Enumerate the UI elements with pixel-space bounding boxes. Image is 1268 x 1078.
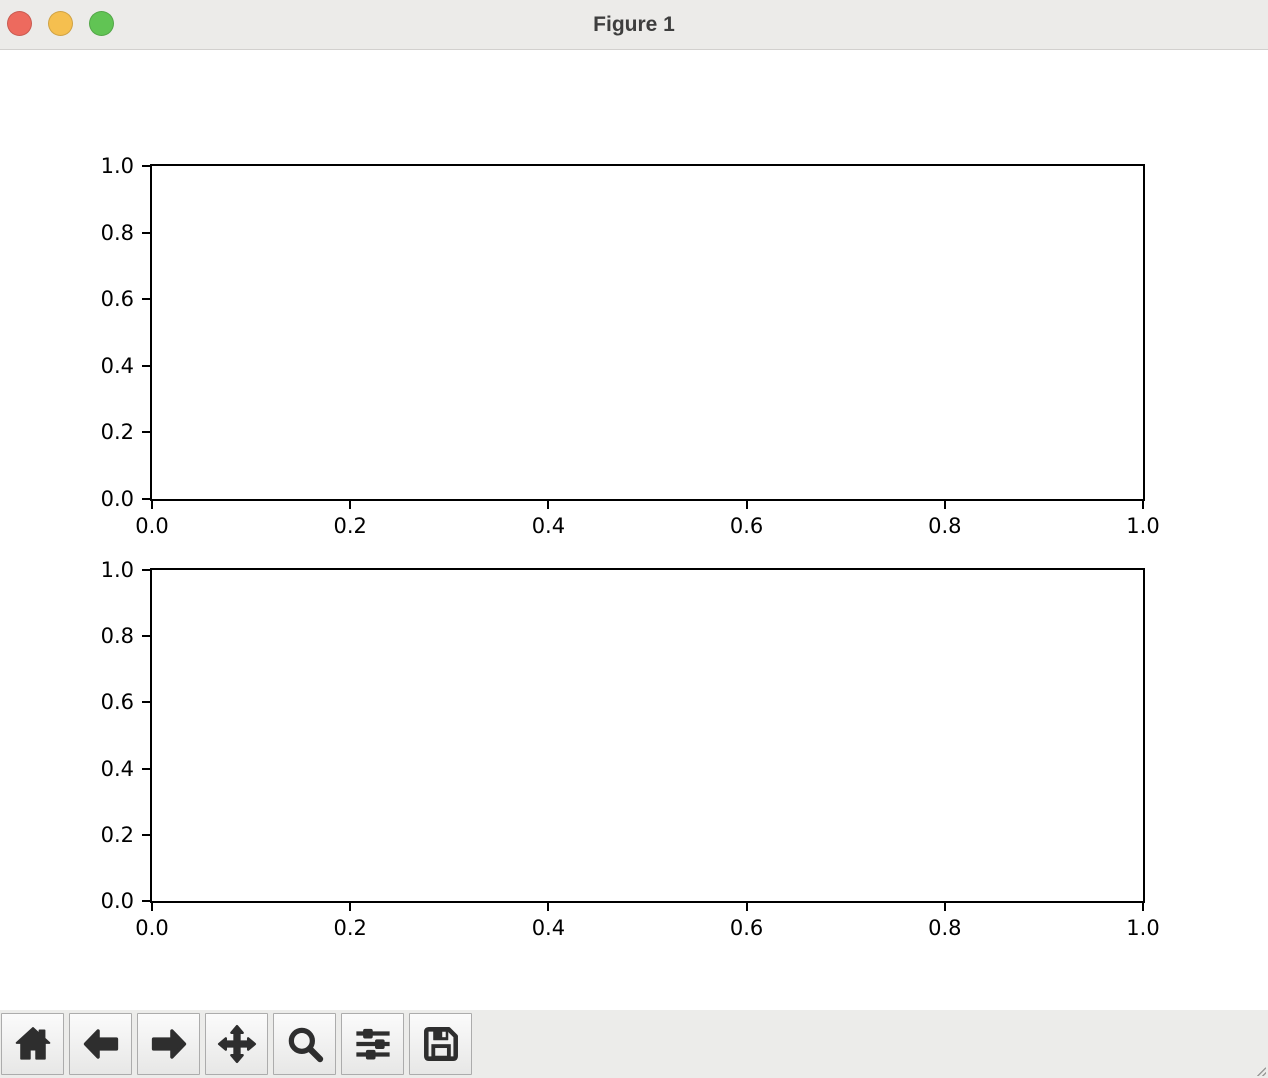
y-tick-mark [142, 498, 152, 500]
y-tick-mark [142, 635, 152, 638]
arrow-right-icon [151, 1029, 186, 1059]
y-tick-mark [142, 701, 152, 704]
arrow-left-icon [83, 1029, 118, 1059]
x-tick-mark [547, 499, 550, 509]
y-tick-label: 0.4 [100, 756, 134, 781]
x-tick-label: 0.6 [729, 514, 764, 538]
x-tick-mark [745, 901, 748, 911]
x-tick-label: 0.8 [928, 916, 962, 940]
figure-canvas: 0.0 0.2 0.4 0.6 0.8 1.0 0.0 0.2 0.4 0.6 0.8 1.0 0.0… [0, 50, 1268, 1010]
x-tick-label: 0.2 [333, 916, 367, 940]
y-tick-mark [142, 431, 152, 434]
forward-button[interactable] [137, 1013, 200, 1075]
y-tick-mark [142, 231, 152, 234]
x-tick-mark [151, 499, 153, 509]
subplot-2-plot-area[interactable]: 0.0 0.2 0.4 0.6 0.8 1.0 0.0 0.2 0.4 0.6 0.8 1.0 [101, 558, 1160, 940]
traffic-lights [7, 11, 114, 36]
y-tick-mark [142, 569, 152, 571]
resize-grip[interactable] [1256, 1066, 1266, 1076]
y-tick-label: 1.0 [100, 558, 134, 582]
y-tick-mark [142, 833, 152, 836]
x-tick-mark [745, 499, 748, 509]
title-bar[interactable]: Figure 1 [0, 0, 1268, 50]
x-tick-mark [1142, 499, 1144, 509]
x-tick-label: 0.4 [531, 916, 566, 940]
back-button[interactable] [69, 1013, 132, 1075]
pan-button[interactable] [205, 1013, 268, 1075]
y-tick-label: 1.0 [100, 154, 134, 178]
x-tick-label: 0.8 [928, 514, 962, 538]
save-icon [423, 1027, 458, 1061]
subplot-1-plot-area[interactable]: 0.0 0.2 0.4 0.6 0.8 1.0 0.0 0.2 0.4 0.6 0.8 1.0 [101, 154, 1160, 538]
x-tick-label: 0.0 [135, 916, 169, 940]
x-tick-label: 0.6 [729, 916, 764, 940]
move-icon [217, 1024, 256, 1064]
minimize-button[interactable] [48, 11, 73, 36]
x-tick-label: 0.0 [135, 514, 169, 538]
y-tick-mark [142, 767, 152, 770]
x-tick-mark [943, 499, 946, 509]
x-tick-mark [349, 499, 352, 509]
zoom-window-button[interactable] [89, 11, 114, 36]
x-tick-label: 1.0 [1126, 514, 1160, 538]
zoom-button[interactable] [273, 1013, 336, 1075]
x-tick-label: 0.2 [333, 514, 367, 538]
sliders-icon [355, 1028, 390, 1060]
y-tick-label: 0.2 [100, 420, 134, 445]
home-button[interactable] [1, 1013, 64, 1075]
x-tick-mark [943, 901, 946, 911]
x-tick-mark [1142, 901, 1144, 911]
x-tick-label: 0.4 [531, 514, 566, 538]
y-tick-mark [142, 900, 152, 902]
y-tick-label: 0.0 [100, 889, 134, 913]
close-button[interactable] [7, 11, 32, 36]
y-tick-label: 0.6 [100, 287, 134, 312]
y-tick-label: 0.8 [100, 220, 134, 245]
y-tick-label: 0.6 [100, 690, 134, 715]
x-tick-label: 1.0 [1126, 916, 1160, 940]
x-tick-mark [547, 901, 550, 911]
x-tick-mark [349, 901, 352, 911]
y-tick-mark [142, 298, 152, 301]
magnifier-icon [288, 1027, 323, 1063]
navigation-toolbar [0, 1010, 1268, 1078]
configure-subplots-button[interactable] [341, 1013, 404, 1075]
y-tick-label: 0.8 [100, 624, 134, 649]
x-tick-mark [151, 901, 153, 911]
y-tick-mark [142, 165, 152, 167]
window-title: Figure 1 [593, 13, 675, 36]
y-tick-mark [142, 364, 152, 367]
home-icon [15, 1027, 50, 1060]
y-tick-label: 0.2 [100, 822, 134, 847]
save-button[interactable] [409, 1013, 472, 1075]
y-tick-label: 0.0 [100, 487, 134, 511]
y-tick-label: 0.4 [100, 353, 134, 378]
